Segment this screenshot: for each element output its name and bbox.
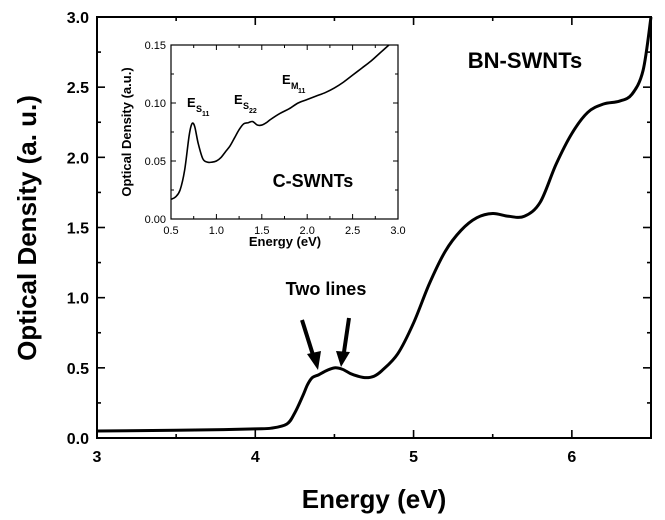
main-x-tick-labels: 3 4 5 6 <box>93 449 577 466</box>
svg-text:S: S <box>243 101 249 111</box>
x-tick-label: 4 <box>251 449 260 466</box>
inset-chart: 0.5 1.0 1.5 2.0 2.5 3.0 0.00 0.05 0.10 0.15 Ener… <box>119 40 406 249</box>
svg-text:22: 22 <box>249 108 257 115</box>
x-tick-label: 1.5 <box>254 225 269 237</box>
y-tick-label: 0.00 <box>145 214 166 226</box>
y-tick-label: 0.5 <box>67 361 89 378</box>
x-tick-label: 0.5 <box>163 225 178 237</box>
y-tick-label: 2.5 <box>67 80 89 97</box>
main-series-line <box>96 16 653 433</box>
peak-label-es11: E S 11 <box>187 95 210 118</box>
x-tick-label: 2.5 <box>345 225 360 237</box>
bn-swnts-label: BN-SWNTs <box>468 48 582 73</box>
y-tick-label: 0.05 <box>145 156 166 168</box>
svg-text:S: S <box>196 104 202 114</box>
x-tick-label: 2.0 <box>300 225 315 237</box>
peak-label-em11: E M 11 <box>282 72 306 95</box>
y-tick-label: 1.0 <box>67 291 89 308</box>
arrow-right <box>336 317 351 367</box>
x-tick-label: 6 <box>567 449 576 466</box>
svg-text:E: E <box>187 95 196 110</box>
svg-text:E: E <box>234 92 243 107</box>
inset-y-axis-label: Optical Density (a.u.) <box>119 67 134 196</box>
arrow-left <box>300 319 321 370</box>
two-lines-label: Two lines <box>286 279 367 299</box>
svg-text:11: 11 <box>298 88 306 95</box>
y-tick-label: 1.5 <box>67 221 89 238</box>
y-tick-label: 3.0 <box>67 10 89 27</box>
x-tick-label: 3 <box>93 449 102 466</box>
svg-text:M: M <box>291 81 299 91</box>
x-tick-label: 5 <box>409 449 418 466</box>
main-y-axis-label: Optical Density (a. u.) <box>12 95 42 361</box>
inset-series-line <box>170 44 390 201</box>
inset-y-tick-labels: 0.00 0.05 0.10 0.15 <box>145 40 166 226</box>
inset-ticks <box>170 44 399 220</box>
main-x-axis-label: Energy (eV) <box>302 484 447 514</box>
main-chart: 3 4 5 6 0.0 0.5 1.0 1.5 2.0 2.5 3.0 Energy (eV) O… <box>12 10 653 514</box>
inset-x-axis-label: Energy (eV) <box>249 234 321 249</box>
y-tick-label: 2.0 <box>67 150 89 167</box>
svg-text:E: E <box>282 72 291 87</box>
svg-text:11: 11 <box>202 111 210 118</box>
x-tick-label: 3.0 <box>390 225 405 237</box>
main-y-tick-labels: 0.0 0.5 1.0 1.5 2.0 2.5 3.0 <box>67 10 89 448</box>
inset-x-tick-labels: 0.5 1.0 1.5 2.0 2.5 3.0 <box>163 225 405 237</box>
y-tick-label: 0.0 <box>67 431 89 448</box>
peak-label-es22: E S 22 <box>234 92 257 115</box>
c-swnts-label: C-SWNTs <box>273 171 354 191</box>
main-ticks <box>96 16 651 439</box>
x-tick-label: 1.0 <box>209 225 224 237</box>
y-tick-label: 0.10 <box>145 98 166 110</box>
y-tick-label: 0.15 <box>145 40 166 52</box>
